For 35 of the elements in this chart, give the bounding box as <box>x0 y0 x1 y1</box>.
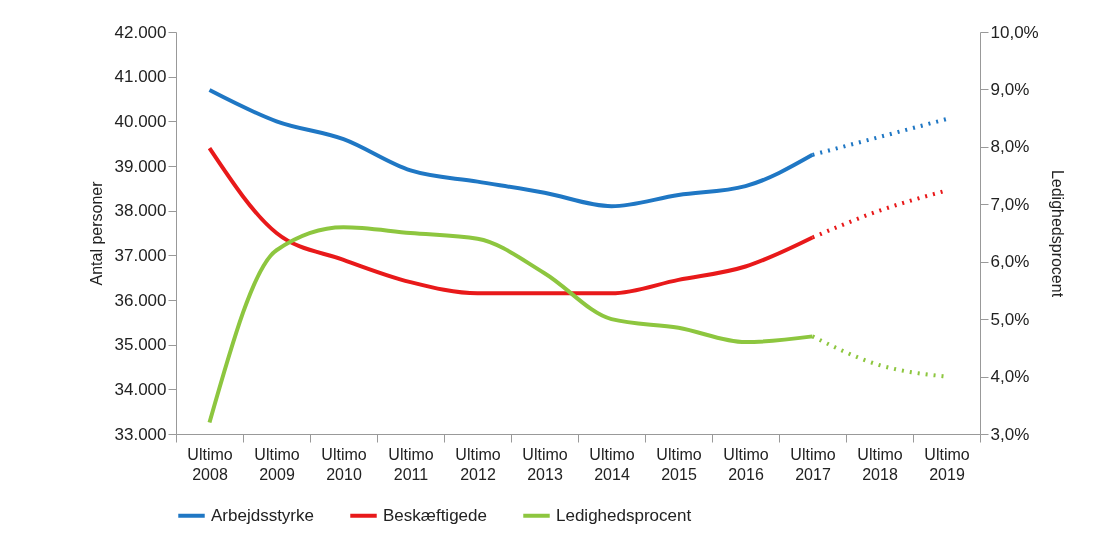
x-tick-label: Ultimo 2014 <box>589 445 635 483</box>
y2-tick-label: 7,0% <box>990 194 1030 214</box>
x-tick-label: Ultimo 2019 <box>924 445 970 483</box>
y2-tick-label: 8,0% <box>990 137 1030 157</box>
y2-tick-label: 5,0% <box>990 309 1030 329</box>
y2-tick-label: 9,0% <box>990 79 1030 99</box>
x-tick-label: Ultimo 2010 <box>321 445 367 483</box>
y2-tick-label: 6,0% <box>990 252 1030 272</box>
y-tick-label: 39.000 <box>114 156 167 176</box>
x-tick-label: Ultimo 2017 <box>790 445 836 483</box>
y2-tick-label: 3,0% <box>990 424 1030 444</box>
x-tick-label: Ultimo 2018 <box>857 445 903 483</box>
y-tick-label: 38.000 <box>114 201 167 221</box>
y-tick-label: 42.000 <box>114 22 167 42</box>
x-tick-label: Ultimo 2016 <box>723 445 769 483</box>
y-tick-label: 40.000 <box>114 111 167 131</box>
x-tick-label: Ultimo 2015 <box>656 445 702 483</box>
y-tick-label: 37.000 <box>114 245 167 265</box>
x-tick-label: Ultimo 2008 <box>187 445 233 483</box>
x-tick-label: Ultimo 2009 <box>254 445 300 483</box>
y2-tick-label: 10,0% <box>990 22 1039 42</box>
y2-axis-title: Ledighedsprocent <box>1048 169 1066 298</box>
y-tick-label: 35.000 <box>114 335 167 355</box>
y-tick-label: 34.000 <box>114 379 167 399</box>
legend-label: Ledighedsprocent <box>556 505 692 525</box>
y-tick-label: 33.000 <box>114 424 167 444</box>
legend-label: Beskæftigede <box>383 505 487 525</box>
y2-tick-label: 4,0% <box>990 367 1030 387</box>
x-tick-label: Ultimo 2013 <box>522 445 568 483</box>
y-axis-title: Antal personer <box>87 180 105 286</box>
x-tick-label: Ultimo 2012 <box>455 445 501 483</box>
x-tick-label: Ultimo 2011 <box>388 445 434 483</box>
y-tick-label: 36.000 <box>114 290 167 310</box>
y-tick-label: 41.000 <box>114 67 167 87</box>
legend-label: Arbejdsstyrke <box>211 505 314 525</box>
